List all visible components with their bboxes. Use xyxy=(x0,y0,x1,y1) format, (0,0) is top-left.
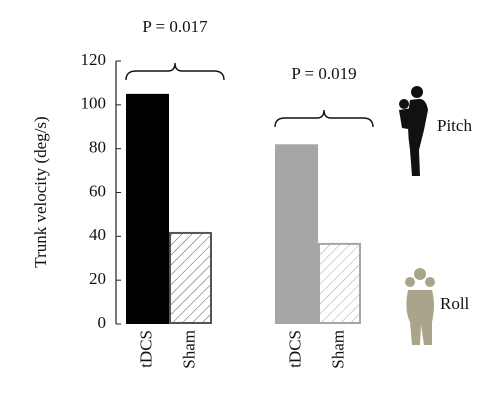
brace xyxy=(274,109,374,128)
x-tick-label: Sham xyxy=(328,330,347,369)
p-value-annotation: P = 0.019 xyxy=(291,64,356,83)
x-tick-label: tDCS xyxy=(136,330,155,368)
y-tick-label: 100 xyxy=(81,94,107,113)
y-tick-label: 40 xyxy=(89,225,106,244)
p-value-annotation: P = 0.017 xyxy=(142,17,208,36)
roll-icon xyxy=(405,268,435,345)
pitch-icon xyxy=(399,86,428,176)
y-tick-label: 80 xyxy=(89,138,106,157)
bar xyxy=(126,93,169,324)
y-tick-label: 20 xyxy=(89,269,106,288)
x-tick-label: tDCS xyxy=(285,330,304,368)
y-tick-label: 120 xyxy=(81,50,107,69)
y-axis-label: Trunk velocity (deg/s) xyxy=(31,116,50,267)
x-tick-label: Sham xyxy=(179,330,198,369)
legend-label: Roll xyxy=(440,294,470,313)
legend-label: Pitch xyxy=(437,116,472,135)
bar xyxy=(275,144,318,324)
brace xyxy=(125,62,225,81)
bar xyxy=(318,242,361,325)
y-tick-label: 0 xyxy=(98,313,107,332)
y-tick-label: 60 xyxy=(89,181,106,200)
bar xyxy=(169,231,212,324)
